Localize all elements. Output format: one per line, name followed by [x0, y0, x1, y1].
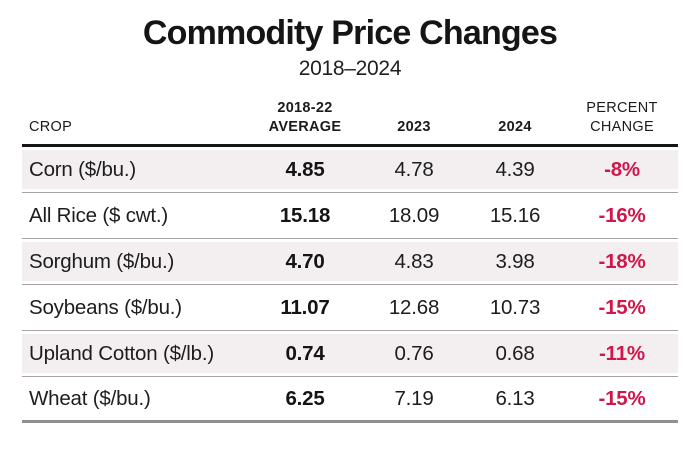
value-2024: 15.16	[489, 203, 541, 227]
percent-change-value: -16%	[598, 203, 646, 227]
crop-name: Corn ($/bu.)	[29, 157, 136, 181]
value-2023: 0.76	[394, 341, 434, 365]
value-2023: 7.19	[394, 386, 434, 410]
percent-change-value: -8%	[604, 157, 640, 181]
percent-change-value: -15%	[598, 295, 646, 319]
average-value: 15.18	[279, 203, 331, 227]
percent-change-value: -15%	[598, 386, 646, 410]
table-row: All Rice ($ cwt.) 15.18 18.09 15.16 -16%	[22, 193, 678, 240]
page-title: Commodity Price Changes	[142, 14, 558, 52]
column-header-2023: 2023	[397, 119, 431, 136]
value-2024: 0.68	[495, 341, 535, 365]
column-header-percent-change: PERCENT CHANGE	[586, 100, 658, 136]
table-body: Corn ($/bu.) 4.85 4.78 4.39 -8% All Rice…	[22, 147, 678, 424]
percent-change-value: -18%	[598, 249, 646, 273]
value-2023: 4.78	[394, 157, 434, 181]
table-row: Corn ($/bu.) 4.85 4.78 4.39 -8%	[22, 147, 678, 194]
crop-name: All Rice ($ cwt.)	[29, 203, 168, 227]
percent-change-value: -11%	[599, 341, 645, 365]
value-2024: 10.73	[489, 295, 541, 319]
average-value: 11.07	[280, 295, 330, 319]
column-header-crop: CROP	[29, 119, 73, 136]
table-row: Upland Cotton ($/lb.) 0.74 0.76 0.68 -11…	[22, 331, 678, 378]
crop-name: Wheat ($/bu.)	[29, 386, 151, 410]
value-2024: 4.39	[495, 157, 535, 181]
page-subtitle: 2018–2024	[298, 57, 402, 81]
crop-name: Soybeans ($/bu.)	[29, 295, 182, 319]
value-2024: 6.13	[495, 386, 535, 410]
average-value: 4.70	[285, 249, 325, 273]
average-value: 4.85	[285, 157, 325, 181]
average-value: 0.74	[285, 341, 325, 365]
table-row: Soybeans ($/bu.) 11.07 12.68 10.73 -15%	[22, 285, 678, 332]
commodity-table: CROP 2018-22 AVERAGE 2023 2024 PERCENT C…	[22, 97, 678, 424]
value-2023: 4.83	[394, 249, 434, 273]
table-row: Wheat ($/bu.) 6.25 7.19 6.13 -15%	[22, 377, 678, 424]
value-2023: 12.68	[388, 295, 440, 319]
crop-name: Sorghum ($/bu.)	[29, 249, 175, 273]
table-header-row: CROP 2018-22 AVERAGE 2023 2024 PERCENT C…	[22, 97, 678, 148]
column-header-2024: 2024	[498, 119, 532, 136]
average-value: 6.25	[285, 386, 325, 410]
value-2023: 18.09	[388, 203, 440, 227]
column-header-average: 2018-22 AVERAGE	[268, 100, 342, 136]
table-row: Sorghum ($/bu.) 4.70 4.83 3.98 -18%	[22, 239, 678, 286]
crop-name: Upland Cotton ($/lb.)	[29, 341, 214, 365]
value-2024: 3.98	[495, 249, 535, 273]
